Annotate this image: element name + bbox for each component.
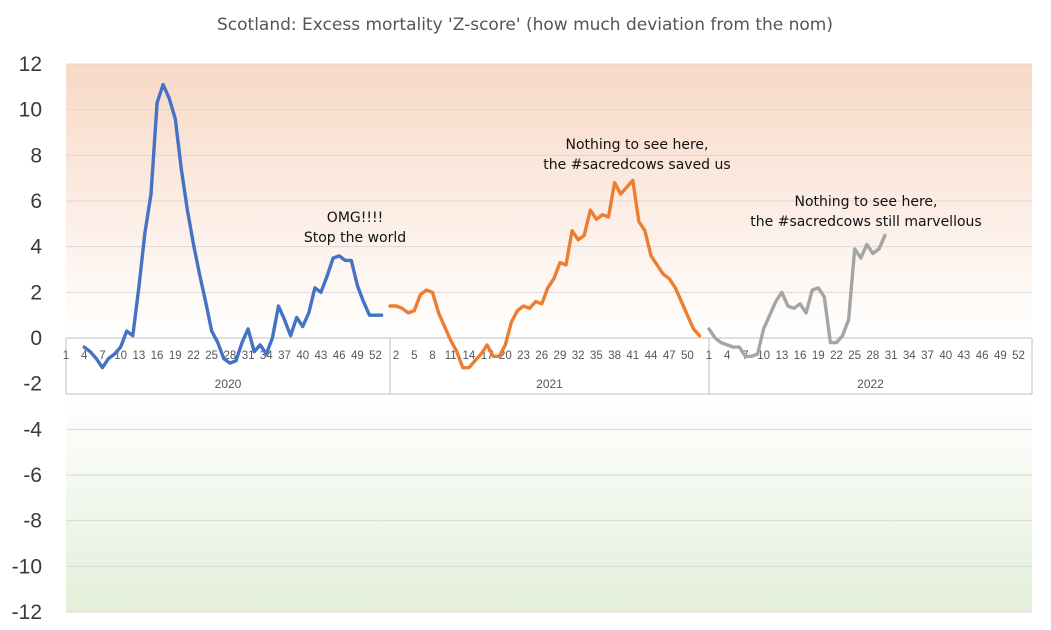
x-tick-label: 44 [645, 350, 658, 362]
chart-title: Scotland: Excess mortality 'Z-score' (ho… [217, 15, 833, 35]
x-tick-label: 31 [885, 350, 898, 362]
x-tick-label: 8 [429, 350, 435, 362]
x-tick-label: 22 [187, 350, 200, 362]
x-tick-label: 43 [958, 350, 971, 362]
x-tick-label: 1 [706, 350, 712, 362]
x-tick-label: 25 [205, 350, 218, 362]
x-tick-label: 1 [63, 350, 69, 362]
x-tick-label: 13 [775, 350, 788, 362]
y-tick-label: -10 [12, 555, 42, 578]
x-tick-label: 35 [590, 350, 603, 362]
x-tick-label: 19 [169, 350, 182, 362]
y-tick-label: -2 [23, 373, 42, 396]
annotation-line: Nothing to see here, [795, 194, 938, 210]
x-axis: 1 4 7 10 13 16 19 22 25 28 31 34 37 40 43 46 49 52 2 5 8 11 14… [63, 337, 1033, 395]
x-tick-label: 28 [866, 350, 879, 362]
annotation-line: OMG!!!! [327, 210, 383, 226]
series-lines [82, 82, 887, 370]
x-tick-label: 31 [242, 350, 255, 362]
x-tick-label: 49 [994, 350, 1007, 362]
y-tick-label: 4 [30, 236, 42, 259]
x-tick-label: 34 [903, 350, 916, 362]
x-tick-label: 43 [315, 350, 328, 362]
series-line-2021 [388, 178, 702, 370]
x-tick-label: 7 [99, 350, 105, 362]
annotation-line: Stop the world [304, 230, 406, 246]
x-tick-label: 32 [572, 350, 585, 362]
annotation-line: the #sacredcows still marvellous [750, 214, 981, 230]
annotation-line: the #sacredcows saved us [543, 157, 730, 173]
x-tick-label: 34 [260, 350, 273, 362]
year-label: 2022 [857, 377, 884, 391]
y-tick-label: 0 [30, 327, 42, 350]
x-tick-label: 11 [445, 350, 457, 362]
annotation-line: Nothing to see here, [566, 137, 709, 153]
year-label: 2020 [215, 377, 242, 391]
x-tick-label: 16 [151, 350, 164, 362]
y-tick-label: -12 [12, 601, 42, 624]
x-tick-label: 49 [351, 350, 364, 362]
x-tick-label: 16 [794, 350, 807, 362]
x-tick-label: 40 [296, 350, 309, 362]
y-tick-label: 12 [19, 53, 42, 76]
y-axis: 12 10 8 6 4 2 0 -2 -4 -6 -8 -10 -12 [12, 53, 43, 624]
series-line-2020 [82, 82, 384, 370]
x-tick-label: 10 [757, 350, 770, 362]
x-tick-label: 52 [1012, 350, 1025, 362]
x-tick-label: 50 [681, 350, 694, 362]
bg-negative [66, 394, 1032, 612]
y-tick-label: 8 [30, 144, 42, 167]
y-tick-label: 2 [30, 281, 42, 304]
x-tick-label: 40 [939, 350, 952, 362]
series-line-2022 [707, 233, 887, 358]
gridlines [66, 63, 1032, 613]
x-tick-label: 26 [535, 350, 548, 362]
x-tick-label: 14 [463, 350, 476, 362]
y-tick-label: -6 [23, 464, 42, 487]
x-tick-label: 25 [848, 350, 861, 362]
x-tick-label: 22 [830, 350, 843, 362]
x-tick-label: 37 [921, 350, 934, 362]
x-tick-label: 37 [278, 350, 291, 362]
year-label: 2021 [536, 377, 563, 391]
y-tick-label: 10 [19, 99, 42, 122]
x-tick-label: 19 [812, 350, 825, 362]
x-tick-label: 13 [132, 350, 145, 362]
x-tick-label: 2 [393, 350, 399, 362]
x-tick-label: 47 [663, 350, 676, 362]
x-tick-label: 41 [626, 350, 639, 362]
x-tick-label: 46 [333, 350, 346, 362]
y-tick-label: 6 [30, 190, 42, 213]
x-tick-label: 4 [724, 350, 731, 362]
y-tick-label: -4 [23, 418, 42, 441]
x-tick-label: 52 [369, 350, 382, 362]
x-tick-label: 5 [411, 350, 417, 362]
y-tick-label: -8 [23, 510, 42, 533]
x-tick-label: 46 [976, 350, 989, 362]
x-tick-label: 29 [554, 350, 567, 362]
annotations: OMG!!!! Stop the world Nothing to see here… [304, 137, 982, 246]
x-tick-label: 38 [608, 350, 621, 362]
x-tick-label: 4 [81, 350, 88, 362]
x-tick-label: 23 [517, 350, 530, 362]
